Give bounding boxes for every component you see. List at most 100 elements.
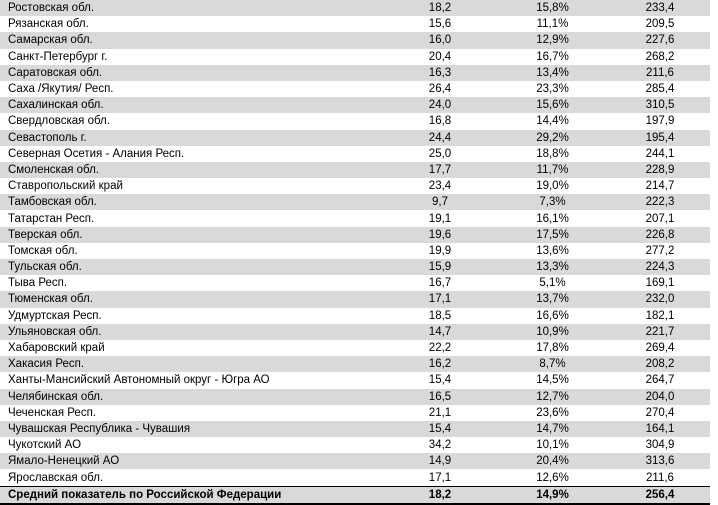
value-cell: 17,1 [428, 471, 452, 484]
value-cell: 16,5 [428, 390, 452, 403]
table-row: Удмуртская Респ. 18,5 16,6% 182,1 [0, 308, 710, 324]
percent-cell: 23,3% [536, 83, 569, 96]
total-cell: 256,4 [645, 488, 675, 501]
value-cell: 19,6 [428, 228, 452, 241]
value-cell: 19,1 [428, 212, 452, 225]
table-row: Ярославская обл. 17,1 12,6% 211,6 [0, 469, 710, 485]
percent-cell: 13,3% [536, 261, 569, 274]
total-cell: 164,1 [645, 422, 675, 435]
table-row: Хабаровский край 22,2 17,8% 269,4 [0, 340, 710, 356]
table-row: Самарская обл. 16,0 12,9% 227,6 [0, 32, 710, 49]
total-cell: 214,7 [645, 180, 675, 193]
region-name-cell: Севастополь г. [8, 131, 87, 144]
total-cell: 233,4 [645, 2, 675, 15]
total-cell: 226,8 [645, 228, 675, 241]
table-row: Ростовская обл. 18,2 15,8% 233,4 [0, 0, 710, 17]
table-row: Ямало-Ненецкий АО 14,9 20,4% 313,6 [0, 453, 710, 470]
region-name-cell: Хабаровский край [8, 342, 105, 355]
total-cell: 232,0 [645, 293, 675, 306]
summary-row: Средний показатель по Российской Федерац… [0, 485, 710, 505]
region-name-cell: Тюменская обл. [8, 293, 93, 306]
table-row: Саратовская обл. 16,3 13,4% 211,6 [0, 64, 710, 81]
total-cell: 304,9 [645, 439, 675, 452]
region-name-cell: Средний показатель по Российской Федерац… [8, 488, 282, 501]
percent-cell: 12,9% [536, 34, 569, 47]
total-cell: 228,9 [645, 163, 675, 176]
percent-cell: 13,7% [536, 293, 569, 306]
region-name-cell: Саха /Якутия/ Респ. [8, 83, 114, 96]
value-cell: 34,2 [428, 439, 452, 452]
value-cell: 15,6 [428, 18, 452, 31]
table-row: Санкт-Петербург г. 20,4 16,7% 268,2 [0, 49, 710, 65]
value-cell: 16,8 [428, 115, 452, 128]
table-row: Рязанская обл. 15,6 11,1% 209,5 [0, 16, 710, 32]
total-cell: 209,5 [645, 18, 675, 31]
total-cell: 268,2 [645, 50, 675, 63]
region-name-cell: Челябинская обл. [8, 390, 104, 403]
table-row: Севастополь г. 24,4 29,2% 195,4 [0, 129, 710, 146]
percent-cell: 5,1% [539, 277, 566, 290]
region-name-cell: Сахалинская обл. [8, 99, 104, 112]
region-name-cell: Северная Осетия - Алания Респ. [8, 147, 185, 160]
percent-cell: 12,6% [536, 471, 569, 484]
total-cell: 169,1 [645, 277, 675, 290]
table-row: Чеченская Респ. 21,1 23,6% 270,4 [0, 405, 710, 421]
percent-cell: 19,0% [536, 180, 569, 193]
region-name-cell: Ростовская обл. [8, 2, 95, 15]
table-row: Тульская обл. 15,9 13,3% 224,3 [0, 259, 710, 276]
value-cell: 17,1 [428, 293, 452, 306]
total-cell: 222,3 [645, 196, 675, 209]
region-name-cell: Ставропольский край [8, 180, 123, 193]
percent-cell: 11,7% [536, 163, 569, 176]
percent-cell: 17,8% [536, 342, 569, 355]
percent-cell: 15,6% [536, 99, 569, 112]
table-row: Смоленская обл. 17,7 11,7% 228,9 [0, 161, 710, 179]
total-cell: 264,7 [645, 374, 675, 387]
total-cell: 227,6 [645, 34, 675, 47]
total-cell: 204,0 [645, 390, 675, 403]
total-cell: 207,1 [645, 212, 675, 225]
value-cell: 16,2 [428, 358, 452, 371]
table-row: Татарстан Респ. 19,1 16,1% 207,1 [0, 210, 710, 226]
region-name-cell: Татарстан Респ. [8, 212, 95, 225]
table-row: Чувашская Республика - Чувашия 15,4 14,7% 1… [0, 420, 710, 438]
value-cell: 18,2 [428, 488, 452, 501]
value-cell: 18,2 [428, 2, 452, 15]
value-cell: 18,5 [428, 309, 452, 322]
table-row: Тыва Респ. 16,7 5,1% 169,1 [0, 275, 710, 291]
region-name-cell: Ульяновская обл. [8, 325, 102, 338]
value-cell: 24,4 [428, 131, 452, 144]
percent-cell: 23,6% [536, 406, 569, 419]
region-name-cell: Томская обл. [8, 244, 78, 257]
table-row: Ставропольский край 23,4 19,0% 214,7 [0, 178, 710, 194]
total-cell: 224,3 [645, 261, 675, 274]
total-cell: 211,6 [646, 471, 674, 484]
region-name-cell: Рязанская обл. [8, 18, 89, 31]
percent-cell: 8,7% [539, 358, 566, 371]
region-name-cell: Санкт-Петербург г. [8, 50, 108, 63]
table-row: Северная Осетия - Алания Респ. 25,0 18,8% 2… [0, 146, 710, 162]
total-cell: 221,7 [645, 325, 675, 338]
table-row: Саха /Якутия/ Респ. 26,4 23,3% 285,4 [0, 81, 710, 97]
region-name-cell: Чукотский АО [8, 439, 82, 452]
percent-cell: 18,8% [536, 147, 569, 160]
total-cell: 269,4 [645, 342, 675, 355]
table-row: Томская обл. 19,9 13,6% 277,2 [0, 243, 710, 259]
region-name-cell: Ямало-Ненецкий АО [8, 455, 120, 468]
percent-cell: 13,4% [536, 66, 569, 79]
percent-cell: 29,2% [536, 131, 569, 144]
value-cell: 14,7 [428, 325, 452, 338]
value-cell: 16,0 [428, 34, 452, 47]
value-cell: 23,4 [428, 180, 452, 193]
value-cell: 20,4 [428, 50, 452, 63]
value-cell: 14,9 [428, 455, 452, 468]
region-name-cell: Свердловская обл. [8, 115, 110, 128]
value-cell: 26,4 [428, 83, 452, 96]
percent-cell: 7,3% [539, 196, 566, 209]
table-row: Свердловская обл. 16,8 14,4% 197,9 [0, 113, 710, 129]
value-cell: 19,9 [428, 244, 452, 257]
table-row: Сахалинская обл. 24,0 15,6% 310,5 [0, 97, 710, 114]
total-cell: 195,4 [645, 131, 675, 144]
region-name-cell: Тамбовская обл. [8, 196, 97, 209]
percent-cell: 17,5% [536, 228, 569, 241]
